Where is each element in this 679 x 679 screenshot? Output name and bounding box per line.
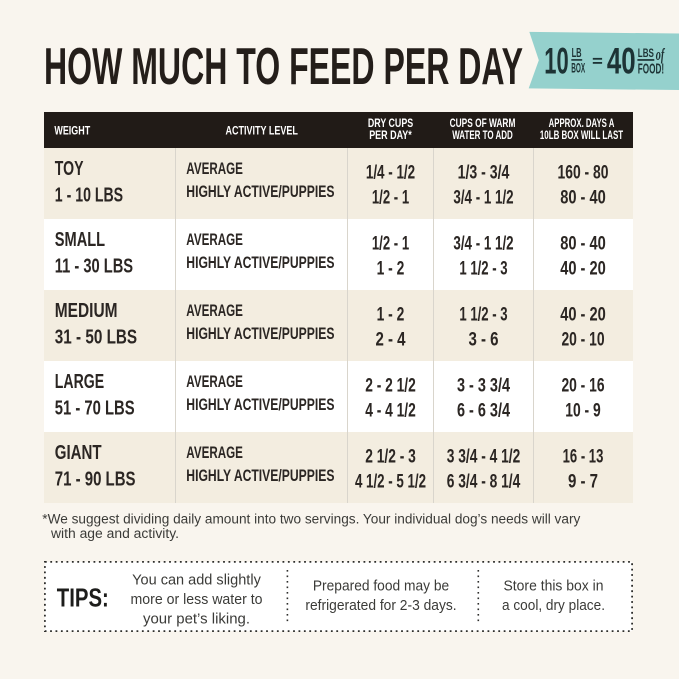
svg-text:20 - 10: 20 - 10: [561, 329, 604, 350]
svg-text:AVERAGE: AVERAGE: [186, 159, 243, 178]
svg-text:6 3/4 - 8 1/4: 6 3/4 - 8 1/4: [447, 471, 521, 492]
svg-text:of: of: [656, 45, 666, 64]
svg-text:1/2 - 1: 1/2 - 1: [372, 187, 410, 208]
svg-text:71 - 90 LBS: 71 - 90 LBS: [55, 468, 136, 490]
svg-text:AVERAGE: AVERAGE: [186, 443, 243, 462]
svg-text:80 - 40: 80 - 40: [560, 233, 606, 254]
svg-text:GIANT: GIANT: [55, 442, 102, 464]
svg-text:WEIGHT: WEIGHT: [54, 123, 90, 137]
svg-text:40: 40: [607, 39, 636, 81]
svg-text:more or less water to: more or less water to: [131, 592, 263, 608]
svg-text:TOY: TOY: [55, 158, 84, 180]
svg-text:80 - 40: 80 - 40: [560, 187, 606, 208]
svg-text:SMALL: SMALL: [55, 229, 105, 251]
svg-text:2 1/2 - 3: 2 1/2 - 3: [365, 446, 416, 467]
svg-text:HOW MUCH TO FEED PER DAY: HOW MUCH TO FEED PER DAY: [44, 38, 523, 96]
svg-text:40 - 20: 40 - 20: [560, 258, 606, 279]
svg-text:3 - 3 3/4: 3 - 3 3/4: [457, 375, 510, 396]
svg-text:LB: LB: [572, 45, 582, 60]
svg-text:DRY CUPS: DRY CUPS: [368, 116, 413, 130]
svg-text:WATER TO ADD: WATER TO ADD: [452, 128, 513, 142]
svg-text:10: 10: [544, 39, 568, 81]
svg-text:10 - 9: 10 - 9: [565, 400, 600, 421]
svg-text:6 - 6 3/4: 6 - 6 3/4: [457, 400, 510, 421]
svg-text:40 - 20: 40 - 20: [560, 304, 606, 325]
svg-text:1/4 - 1/2: 1/4 - 1/2: [366, 162, 415, 183]
svg-text:BOX: BOX: [571, 60, 585, 75]
svg-text:HIGHLY ACTIVE/PUPPIES: HIGHLY ACTIVE/PUPPIES: [186, 395, 334, 414]
svg-text:*We suggest dividing daily amo: *We suggest dividing daily amount into t…: [42, 511, 580, 526]
svg-text:MEDIUM: MEDIUM: [55, 300, 118, 322]
svg-text:You can add slightly: You can add slightly: [132, 573, 262, 589]
svg-text:2 - 4: 2 - 4: [375, 329, 405, 350]
svg-text:3/4 - 1 1/2: 3/4 - 1 1/2: [453, 187, 513, 208]
svg-text:APPROX. DAYS A: APPROX. DAYS A: [549, 116, 615, 130]
svg-text:9 - 7: 9 - 7: [568, 471, 598, 492]
svg-text:16 - 13: 16 - 13: [563, 446, 604, 467]
svg-text:HIGHLY ACTIVE/PUPPIES: HIGHLY ACTIVE/PUPPIES: [186, 466, 334, 485]
svg-text:your pet’s liking.: your pet’s liking.: [143, 612, 250, 628]
svg-text:ACTIVITY LEVEL: ACTIVITY LEVEL: [225, 123, 298, 137]
svg-text:160 - 80: 160 - 80: [558, 162, 609, 183]
svg-text:Store this box in: Store this box in: [504, 579, 604, 595]
svg-text:AVERAGE: AVERAGE: [186, 372, 243, 391]
svg-text:10LB BOX WILL LAST: 10LB BOX WILL LAST: [540, 128, 623, 142]
svg-text:2 - 2 1/2: 2 - 2 1/2: [365, 375, 416, 396]
svg-text:Prepared food may be: Prepared food may be: [313, 579, 449, 595]
svg-text:with age and activity.: with age and activity.: [50, 526, 179, 541]
svg-text:HIGHLY ACTIVE/PUPPIES: HIGHLY ACTIVE/PUPPIES: [186, 182, 334, 201]
svg-text:HIGHLY ACTIVE/PUPPIES: HIGHLY ACTIVE/PUPPIES: [186, 324, 334, 343]
svg-text:CUPS OF WARM: CUPS OF WARM: [450, 116, 516, 130]
svg-text:1 - 10 LBS: 1 - 10 LBS: [55, 184, 123, 206]
svg-text:LARGE: LARGE: [55, 371, 104, 393]
svg-text:PER DAY*: PER DAY*: [369, 128, 412, 142]
svg-text:4 - 4 1/2: 4 - 4 1/2: [365, 400, 416, 421]
svg-text:AVERAGE: AVERAGE: [186, 301, 243, 320]
svg-text:LBS: LBS: [638, 46, 654, 60]
svg-text:11 - 30 LBS: 11 - 30 LBS: [55, 255, 133, 277]
svg-text:1 - 2: 1 - 2: [377, 304, 405, 325]
svg-text:51 - 70 LBS: 51 - 70 LBS: [55, 397, 135, 419]
svg-text:3 3/4 - 4 1/2: 3 3/4 - 4 1/2: [447, 446, 521, 467]
svg-text:a cool, dry place.: a cool, dry place.: [502, 598, 605, 614]
svg-text:20 - 16: 20 - 16: [561, 375, 604, 396]
svg-text:AVERAGE: AVERAGE: [186, 230, 243, 249]
svg-text:3/4 - 1 1/2: 3/4 - 1 1/2: [453, 233, 513, 254]
svg-text:TIPS:: TIPS:: [57, 582, 109, 612]
svg-text:1 1/2 - 3: 1 1/2 - 3: [459, 258, 507, 279]
svg-text:1/2 - 1: 1/2 - 1: [372, 233, 410, 254]
svg-text:4 1/2 - 5 1/2: 4 1/2 - 5 1/2: [355, 471, 426, 492]
svg-text:HIGHLY ACTIVE/PUPPIES: HIGHLY ACTIVE/PUPPIES: [186, 253, 334, 272]
svg-text:31 - 50 LBS: 31 - 50 LBS: [55, 326, 137, 348]
svg-text:1 1/2 - 3: 1 1/2 - 3: [459, 304, 507, 325]
svg-text:FOOD!: FOOD!: [638, 61, 664, 77]
svg-text:1 - 2: 1 - 2: [377, 258, 405, 279]
svg-text:refrigerated for 2-3 days.: refrigerated for 2-3 days.: [305, 598, 456, 614]
svg-text:1/3 - 3/4: 1/3 - 3/4: [458, 162, 510, 183]
svg-text:3 - 6: 3 - 6: [468, 329, 498, 350]
